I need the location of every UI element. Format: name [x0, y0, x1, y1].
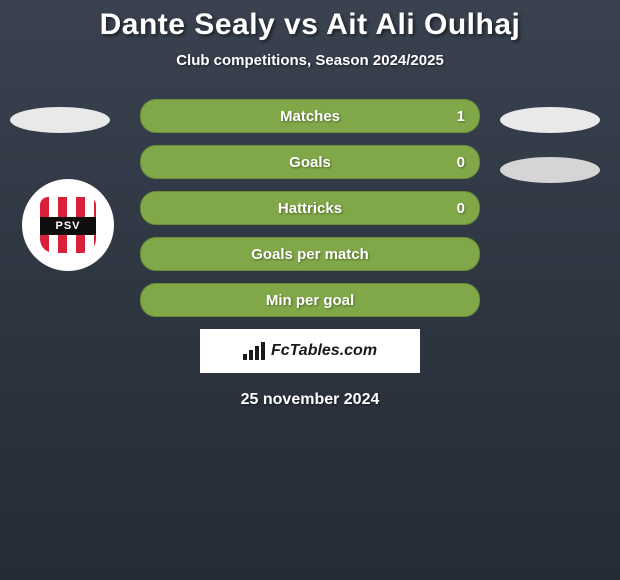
content-region: PSV Matches 1 Goals 0 Hattricks 0 Goals …	[0, 99, 620, 409]
stat-row-hattricks: Hattricks 0	[140, 191, 480, 225]
club-badge: PSV	[22, 179, 114, 271]
brand-box[interactable]: FcTables.com	[200, 329, 420, 373]
stat-row-min-per-goal: Min per goal	[140, 283, 480, 317]
stat-value: 0	[457, 154, 465, 171]
stats-list: Matches 1 Goals 0 Hattricks 0 Goals per …	[140, 99, 480, 317]
stat-label: Goals	[289, 154, 331, 171]
stat-label: Matches	[280, 108, 340, 125]
player-photo-placeholder-right-1	[500, 107, 600, 133]
stat-label: Min per goal	[266, 292, 354, 309]
stat-value: 1	[457, 108, 465, 125]
bar-chart-icon	[243, 342, 265, 360]
stat-row-matches: Matches 1	[140, 99, 480, 133]
page-title: Dante Sealy vs Ait Ali Oulhaj	[0, 0, 620, 42]
stat-row-goals-per-match: Goals per match	[140, 237, 480, 271]
stat-row-goals: Goals 0	[140, 145, 480, 179]
club-badge-text: PSV	[40, 217, 96, 235]
psv-shield-icon: PSV	[40, 197, 96, 253]
subtitle: Club competitions, Season 2024/2025	[0, 52, 620, 69]
stat-label: Goals per match	[251, 246, 369, 263]
player-photo-placeholder-right-2	[500, 157, 600, 183]
brand-text: FcTables.com	[271, 342, 377, 360]
date-label: 25 november 2024	[0, 391, 620, 409]
stat-value: 0	[457, 200, 465, 217]
player-photo-placeholder-left	[10, 107, 110, 133]
stat-label: Hattricks	[278, 200, 342, 217]
